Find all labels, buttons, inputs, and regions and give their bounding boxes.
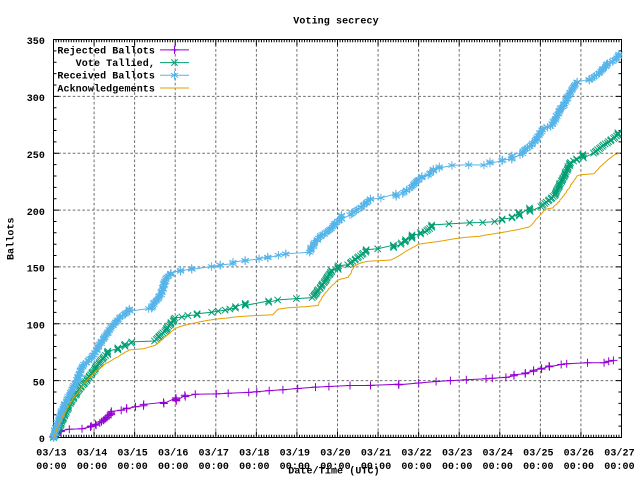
svg-text:03/17: 03/17: [199, 448, 230, 460]
svg-text:00:00: 00:00: [604, 462, 635, 473]
svg-text:00:00: 00:00: [117, 462, 148, 473]
svg-text:00:00: 00:00: [361, 462, 392, 473]
svg-text:03/15: 03/15: [117, 448, 148, 460]
svg-text:03/25: 03/25: [523, 448, 554, 460]
svg-text:100: 100: [27, 322, 45, 333]
svg-text:00:00: 00:00: [564, 462, 595, 473]
svg-text:00:00: 00:00: [158, 462, 189, 473]
svg-text:03/19: 03/19: [280, 448, 311, 460]
svg-text:00:00: 00:00: [523, 462, 554, 473]
svg-text:0: 0: [39, 435, 45, 446]
svg-text:00:00: 00:00: [36, 462, 67, 473]
svg-text:150: 150: [27, 265, 45, 276]
svg-text:Date/Time (UTC): Date/Time (UTC): [288, 466, 380, 478]
svg-text:00:00: 00:00: [320, 462, 351, 473]
svg-text:Voting secrecy: Voting secrecy: [293, 16, 378, 28]
svg-text:00:00: 00:00: [401, 462, 432, 473]
svg-text:00:00: 00:00: [442, 462, 473, 473]
svg-text:03/23: 03/23: [442, 448, 473, 460]
svg-text:03/20: 03/20: [320, 448, 351, 460]
svg-text:Acknowledgements: Acknowledgements: [57, 83, 155, 95]
svg-text:00:00: 00:00: [483, 462, 514, 473]
svg-text:03/13: 03/13: [36, 448, 67, 460]
svg-text:03/21: 03/21: [361, 448, 392, 460]
svg-text:300: 300: [27, 94, 45, 105]
svg-text:Vote Tallied,: Vote Tallied,: [76, 58, 155, 70]
svg-text:Received Ballots: Received Ballots: [57, 71, 155, 83]
svg-text:Ballots: Ballots: [5, 217, 17, 260]
svg-text:03/27: 03/27: [604, 448, 635, 460]
svg-text:Rejected Ballots: Rejected Ballots: [57, 45, 155, 57]
svg-text:00:00: 00:00: [239, 462, 270, 473]
svg-text:03/26: 03/26: [564, 448, 595, 460]
svg-text:00:00: 00:00: [77, 462, 108, 473]
svg-text:03/16: 03/16: [158, 448, 189, 460]
svg-text:03/24: 03/24: [483, 448, 514, 460]
svg-text:00:00: 00:00: [280, 462, 311, 473]
svg-text:250: 250: [27, 151, 45, 162]
svg-text:50: 50: [33, 378, 45, 389]
svg-text:00:00: 00:00: [199, 462, 230, 473]
svg-text:03/22: 03/22: [401, 448, 432, 460]
svg-text:350: 350: [27, 37, 45, 48]
svg-text:200: 200: [27, 208, 45, 219]
svg-text:03/14: 03/14: [77, 448, 108, 460]
svg-text:03/18: 03/18: [239, 448, 270, 460]
